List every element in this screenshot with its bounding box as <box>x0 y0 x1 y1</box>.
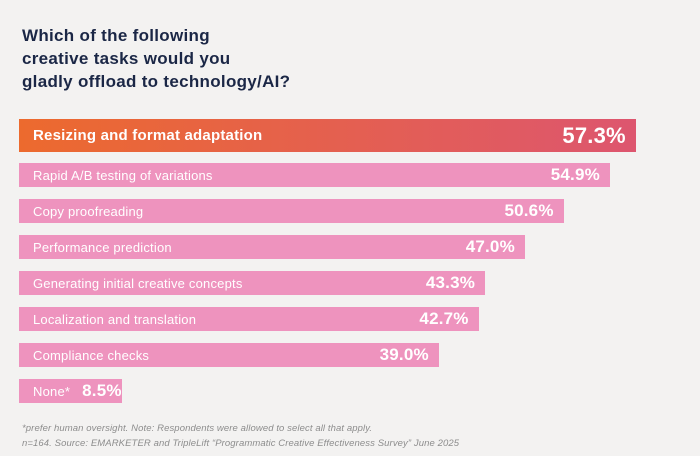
bar-value-label: 47.0% <box>465 237 515 256</box>
bar-label: None* <box>33 383 71 399</box>
bar-value-label: 57.3% <box>562 122 626 148</box>
bar-chart: Resizing and format adaptation 57.3% Rap… <box>19 119 681 403</box>
bar-label: Localization and translation <box>33 311 197 327</box>
chart-title-line-2: creative tasks would you <box>22 49 231 68</box>
bar-label: Resizing and format adaptation <box>33 127 263 144</box>
footnote-line-2: n=164. Source: EMARKETER and TripleLift … <box>22 437 460 449</box>
chart-title-line-1: Which of the following <box>22 26 210 45</box>
chart-title-line-3: gladly offload to technology/AI? <box>22 72 291 91</box>
bar-value-label: 42.7% <box>419 309 469 328</box>
bar-value-label: 8.5% <box>82 381 122 400</box>
bar-resizing-and-format-adaptation: Resizing and format adaptation 57.3% <box>19 119 636 152</box>
bar-value-label: 54.9% <box>550 165 600 184</box>
bar-value-label: 43.3% <box>425 273 476 292</box>
bar-value-label: 50.6% <box>504 201 554 220</box>
bar-generating-initial-creative-concepts: Generating initial creative concepts 43.… <box>19 271 486 295</box>
bar-label: Rapid A/B testing of variations <box>33 167 213 183</box>
bar-rapid-ab-testing: Rapid A/B testing of variations 54.9% <box>19 163 610 187</box>
source-footnote: *prefer human oversight. Note: Responden… <box>19 422 681 451</box>
bar-label: Copy proofreading <box>33 203 144 219</box>
bar-label: Generating initial creative concepts <box>33 275 243 291</box>
footnote-line-1: *prefer human oversight. Note: Responden… <box>22 423 373 434</box>
bar-label: Compliance checks <box>33 347 150 363</box>
chart-title: Which of the following creative tasks wo… <box>19 24 681 93</box>
bar-localization-and-translation: Localization and translation 42.7% <box>19 307 479 331</box>
bar-none: None* 8.5% <box>19 379 122 403</box>
bar-compliance-checks: Compliance checks 39.0% <box>19 343 439 367</box>
bar-value-label: 39.0% <box>379 345 429 364</box>
bar-copy-proofreading: Copy proofreading 50.6% <box>19 199 564 223</box>
bar-performance-prediction: Performance prediction 47.0% <box>19 235 525 259</box>
bar-label: Performance prediction <box>33 239 172 255</box>
